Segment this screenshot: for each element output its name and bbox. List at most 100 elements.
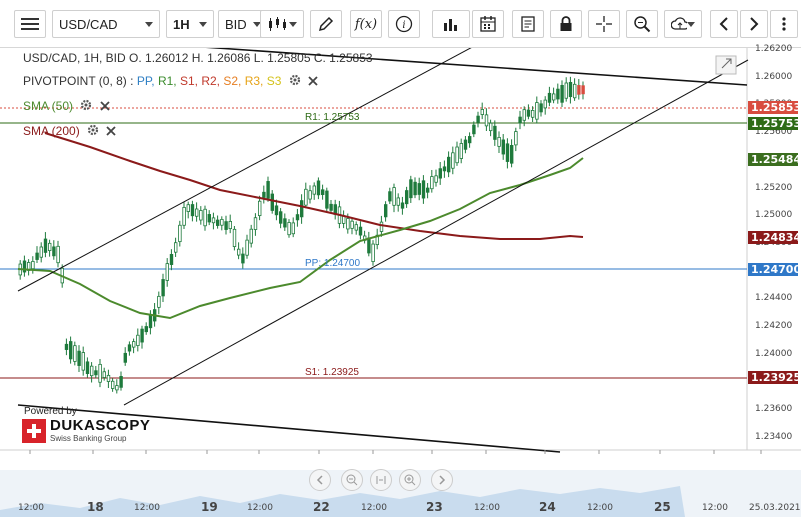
gear-icon — [87, 125, 99, 136]
pivot-remove-button[interactable] — [308, 75, 318, 89]
zoom-in-button[interactable] — [399, 469, 421, 491]
pivot-item-r1: R1, — [157, 74, 180, 88]
candle — [442, 166, 447, 172]
r1-price-box: 1.25753 — [748, 117, 801, 130]
zoom-out-button[interactable] — [341, 469, 363, 491]
candle — [488, 122, 493, 132]
candle — [144, 326, 148, 333]
candle — [467, 136, 472, 144]
chevron-right-icon — [750, 17, 759, 31]
candle — [535, 102, 539, 120]
candle — [350, 220, 354, 229]
plot-area[interactable] — [0, 48, 801, 517]
nav-forward-button[interactable] — [431, 469, 453, 491]
candle — [169, 253, 174, 265]
candle — [157, 295, 161, 308]
price-chart[interactable]: USD/CAD, 1H, BID O. 1.26012 H. 1.26086 L… — [0, 44, 801, 517]
fit-button[interactable] — [370, 469, 392, 491]
candle — [367, 237, 371, 254]
timeframe-value: 1H — [173, 16, 190, 32]
volume-button[interactable] — [432, 10, 470, 38]
fit-icon — [376, 476, 386, 484]
candle — [413, 181, 417, 196]
instrument-value: USD/CAD — [59, 16, 118, 32]
chevron-down-icon — [253, 21, 261, 27]
candle — [522, 109, 526, 121]
candle — [35, 252, 39, 260]
sma50-settings-button[interactable] — [80, 99, 92, 114]
price-tick-label: 1.23600 — [755, 404, 793, 415]
candle — [236, 248, 241, 256]
menu-button[interactable] — [14, 10, 46, 38]
candle — [257, 200, 262, 217]
chevron-left-icon — [316, 475, 323, 485]
candle — [115, 385, 119, 391]
candle — [131, 341, 136, 348]
candle — [220, 219, 224, 226]
candle — [358, 226, 363, 236]
candle — [501, 139, 505, 155]
scroll-back-button[interactable] — [710, 10, 738, 38]
time-tick-label: 19 — [201, 500, 218, 514]
time-tick-label: 22 — [313, 500, 330, 514]
candle — [136, 334, 140, 346]
sma50-legend: SMA (50) — [23, 99, 110, 114]
candle — [430, 176, 434, 190]
pp-level-label: PP: 1.24700 — [305, 258, 361, 269]
nav-back-button[interactable] — [309, 469, 331, 491]
candle — [455, 146, 459, 164]
bar-chart-icon — [444, 19, 457, 31]
calendar-icon — [480, 16, 496, 32]
timeframe-select[interactable]: 1H — [166, 10, 214, 38]
close-icon — [308, 76, 318, 86]
report-button[interactable] — [512, 10, 544, 38]
draw-tool-button[interactable] — [310, 10, 342, 38]
candle — [556, 88, 560, 100]
candle — [48, 242, 52, 251]
sma200-settings-button[interactable] — [87, 124, 99, 139]
candle — [161, 279, 165, 297]
side-value: BID — [225, 16, 247, 32]
candle — [564, 82, 568, 99]
candle — [354, 224, 358, 231]
expand-icon — [721, 58, 732, 69]
time-tick-label: 12:00 — [247, 503, 273, 513]
pivot-items: PP, R1, S1, R2, S2, R3, S3 — [137, 74, 282, 88]
candle — [266, 181, 270, 199]
indicators-button[interactable]: f(x) — [350, 10, 382, 38]
candle — [409, 179, 413, 199]
instrument-select[interactable]: USD/CAD — [52, 10, 160, 38]
scroll-forward-button[interactable] — [740, 10, 768, 38]
candle — [245, 239, 249, 256]
chart-type-select[interactable] — [260, 10, 304, 38]
candle — [207, 214, 211, 223]
zoom-button[interactable] — [626, 10, 658, 38]
candle — [383, 204, 388, 218]
candle — [224, 221, 228, 230]
candle — [552, 93, 556, 101]
pivot-settings-button[interactable] — [289, 74, 301, 89]
candle — [329, 203, 333, 211]
price-tick-label: 1.25200 — [755, 182, 793, 193]
candle — [421, 180, 426, 199]
time-tick-label: 18 — [87, 500, 104, 514]
calendar-button[interactable] — [472, 10, 504, 38]
price-tick-label: 1.25000 — [755, 210, 793, 221]
sma50-remove-button[interactable] — [100, 100, 110, 114]
candle — [173, 242, 178, 253]
sma200-legend: SMA (200) — [23, 124, 117, 139]
lock-button[interactable] — [550, 10, 582, 38]
info-button[interactable]: i — [388, 10, 420, 38]
crosshair-button[interactable] — [588, 10, 620, 38]
candle — [304, 188, 308, 206]
candle — [278, 211, 283, 224]
candle — [312, 185, 316, 195]
pivot-item-s2: S2, — [223, 74, 245, 88]
sma200-remove-button[interactable] — [106, 125, 117, 139]
candle — [283, 218, 287, 228]
side-select[interactable]: BID — [218, 10, 268, 38]
sma50-label: SMA (50) — [23, 99, 74, 113]
share-button[interactable] — [664, 10, 702, 38]
more-button[interactable] — [770, 10, 798, 38]
brand-name: DUKASCOPY — [50, 417, 151, 434]
